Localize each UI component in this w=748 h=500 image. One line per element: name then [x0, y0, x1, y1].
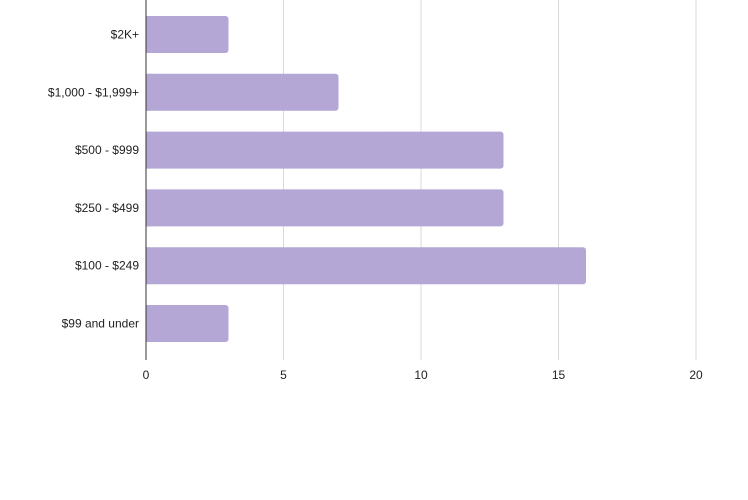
x-tick-label: 15 — [552, 368, 566, 382]
bar — [146, 189, 504, 227]
category-label: $99 and under — [62, 317, 139, 331]
bar-left-edge — [146, 16, 150, 53]
bar — [146, 73, 339, 111]
bar-left-edge — [146, 305, 150, 342]
category-label: $1,000 - $1,999+ — [48, 85, 139, 99]
x-tick-label: 10 — [414, 368, 428, 382]
bars — [146, 16, 586, 342]
category-label: $500 - $999 — [75, 143, 139, 157]
x-tick-label: 5 — [280, 368, 287, 382]
bar-left-edge — [146, 189, 150, 227]
labels: 0 5 10 15 20 $2K+ $1,000 - $1,999+ $500 - $999 $… — [48, 28, 703, 383]
x-tick-label: 20 — [689, 368, 703, 382]
bar-left-edge — [146, 247, 150, 285]
bar-left-edge — [146, 131, 150, 169]
category-label: $2K+ — [111, 28, 139, 42]
bar — [146, 247, 586, 285]
bar — [146, 16, 229, 53]
category-label: $100 - $249 — [75, 259, 139, 273]
category-label: $250 - $499 — [75, 201, 139, 215]
bar — [146, 305, 229, 342]
gridlines — [283, 0, 697, 360]
bar-left-edge — [146, 73, 150, 111]
x-tick-label: 0 — [143, 368, 150, 382]
bar — [146, 131, 504, 169]
